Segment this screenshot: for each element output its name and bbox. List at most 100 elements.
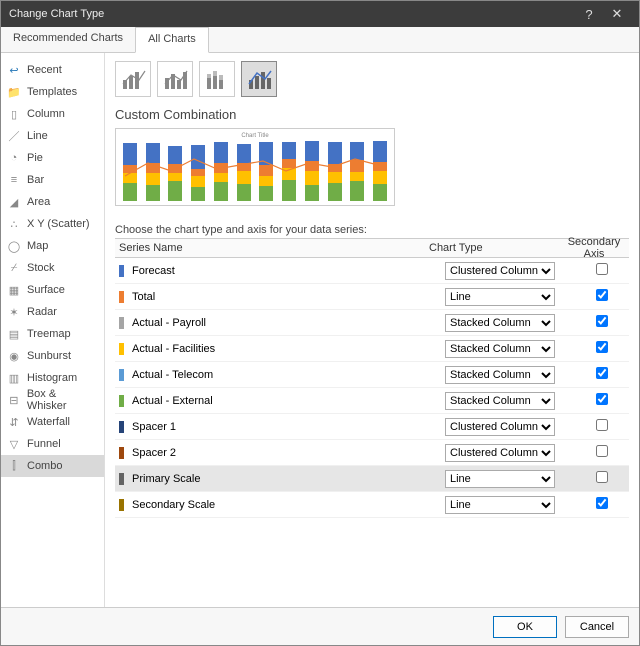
series-row[interactable]: ForecastClustered ColumnStacked ColumnLi…: [115, 258, 629, 284]
window-title: Change Chart Type: [9, 8, 104, 20]
sidebar-item-combo[interactable]: ⫿Combo: [1, 455, 104, 477]
chart-preview-title: Chart Title: [120, 133, 390, 139]
series-name: Actual - Facilities: [132, 343, 445, 355]
sidebar-icon: ◉: [7, 349, 21, 363]
series-row[interactable]: Secondary ScaleClustered ColumnStacked C…: [115, 492, 629, 518]
secondary-axis-checkbox[interactable]: [596, 341, 608, 353]
sidebar-icon: ≡: [7, 173, 21, 187]
tab-all-charts[interactable]: All Charts: [135, 27, 209, 53]
chart-category-sidebar: ↩Recent📁Templates ▯ Column ／Line◔Pie≡Bar ◢ Ar…: [1, 53, 105, 607]
sidebar-item-line[interactable]: ／Line: [1, 125, 104, 147]
sidebar-item-waterfall[interactable]: ⇵Waterfall: [1, 411, 104, 433]
series-row[interactable]: Actual - TelecomClustered ColumnStacked …: [115, 362, 629, 388]
sidebar-item-surface[interactable]: ▦ Surface: [1, 279, 104, 301]
sidebar-label: Histogram: [27, 372, 77, 384]
sidebar-item-stock[interactable]: ⌿ Stock: [1, 257, 104, 279]
sidebar-label: Recent: [27, 64, 62, 76]
combo-variant-3[interactable]: [199, 61, 235, 97]
series-color-swatch: [119, 421, 124, 433]
chart-type-select[interactable]: Clustered ColumnStacked ColumnLineAreaSc…: [445, 392, 555, 410]
sidebar-label: Column: [27, 108, 65, 120]
sidebar-item-bar[interactable]: ≡Bar: [1, 169, 104, 191]
secondary-axis-checkbox[interactable]: [596, 315, 608, 327]
chart-type-select[interactable]: Clustered ColumnStacked ColumnLineAreaSc…: [445, 366, 555, 384]
secondary-axis-checkbox[interactable]: [596, 471, 608, 483]
series-row[interactable]: Actual - FacilitiesClustered ColumnStack…: [115, 336, 629, 362]
chart-type-select[interactable]: Clustered ColumnStacked ColumnLineAreaSc…: [445, 496, 555, 514]
sidebar-icon: ◯: [7, 239, 21, 253]
sidebar-item-recent[interactable]: ↩Recent: [1, 59, 104, 81]
sidebar-label: Line: [27, 130, 48, 142]
series-row[interactable]: Actual - ExternalClustered ColumnStacked…: [115, 388, 629, 414]
sidebar-item-treemap[interactable]: ▤ Treemap: [1, 323, 104, 345]
sidebar-item-map[interactable]: ◯Map: [1, 235, 104, 257]
cancel-button[interactable]: Cancel: [565, 616, 629, 638]
close-icon[interactable]: ✕: [603, 6, 631, 22]
header-chart-type: Chart Type: [429, 242, 559, 254]
sidebar-icon: ▤: [7, 327, 21, 341]
sidebar-item-radar[interactable]: ✶Radar: [1, 301, 104, 323]
sidebar-item-area[interactable]: ◢ Area: [1, 191, 104, 213]
sidebar-item-templates[interactable]: 📁Templates: [1, 81, 104, 103]
sidebar-item-funnel[interactable]: ▽Funnel: [1, 433, 104, 455]
secondary-axis-checkbox[interactable]: [596, 289, 608, 301]
sidebar-icon: ◢: [7, 195, 21, 209]
combo-variant-4-selected[interactable]: [241, 61, 277, 97]
sidebar-icon: 📁: [7, 85, 21, 99]
sidebar-label: Surface: [27, 284, 65, 296]
secondary-axis-checkbox[interactable]: [596, 497, 608, 509]
combo-variant-row: [115, 61, 629, 97]
sidebar-item-pie[interactable]: ◔Pie: [1, 147, 104, 169]
series-row[interactable]: Primary ScaleClustered ColumnStacked Col…: [115, 466, 629, 492]
series-instruction: Choose the chart type and axis for your …: [115, 224, 629, 236]
sidebar-label: Box & Whisker: [27, 388, 98, 412]
sidebar-label: X Y (Scatter): [27, 218, 90, 230]
series-row[interactable]: TotalClustered ColumnStacked ColumnLineA…: [115, 284, 629, 310]
sidebar-label: Pie: [27, 152, 43, 164]
combo-title: Custom Combination: [115, 107, 629, 122]
sidebar-item-box-whisker[interactable]: ⊟Box & Whisker: [1, 389, 104, 411]
series-row[interactable]: Spacer 1Clustered ColumnStacked ColumnLi…: [115, 414, 629, 440]
tab-bar: Recommended Charts All Charts: [1, 27, 639, 53]
sidebar-icon: ⇵: [7, 415, 21, 429]
combo-variant-1[interactable]: [115, 61, 151, 97]
secondary-axis-checkbox[interactable]: [596, 393, 608, 405]
sidebar-item-x-y-scatter-[interactable]: ∴X Y (Scatter): [1, 213, 104, 235]
secondary-axis-checkbox[interactable]: [596, 367, 608, 379]
sidebar-label: Funnel: [27, 438, 61, 450]
series-grid-header: Series Name Chart Type Secondary Axis: [115, 238, 629, 258]
secondary-axis-checkbox[interactable]: [596, 263, 608, 275]
sidebar-label: Area: [27, 196, 50, 208]
main-panel: Custom Combination Chart Title Choose th…: [105, 53, 639, 607]
chart-type-select[interactable]: Clustered ColumnStacked ColumnLineAreaSc…: [445, 288, 555, 306]
chart-type-select[interactable]: Clustered ColumnStacked ColumnLineAreaSc…: [445, 470, 555, 488]
sidebar-icon: ▦: [7, 283, 21, 297]
chart-preview[interactable]: Chart Title: [115, 128, 395, 206]
sidebar-icon: ✶: [7, 305, 21, 319]
chart-type-select[interactable]: Clustered ColumnStacked ColumnLineAreaSc…: [445, 418, 555, 436]
sidebar-item-column[interactable]: ▯ Column: [1, 103, 104, 125]
secondary-axis-checkbox[interactable]: [596, 419, 608, 431]
secondary-axis-checkbox[interactable]: [596, 445, 608, 457]
chart-type-select[interactable]: Clustered ColumnStacked ColumnLineAreaSc…: [445, 262, 555, 280]
sidebar-icon: ▯: [7, 107, 21, 121]
sidebar-icon: ⌿: [7, 261, 21, 275]
sidebar-item-histogram[interactable]: ▥Histogram: [1, 367, 104, 389]
sidebar-label: Treemap: [27, 328, 71, 340]
sidebar-label: Stock: [27, 262, 55, 274]
sidebar-label: Combo: [27, 460, 62, 472]
combo-variant-2[interactable]: [157, 61, 193, 97]
chart-type-select[interactable]: Clustered ColumnStacked ColumnLineAreaSc…: [445, 314, 555, 332]
ok-button[interactable]: OK: [493, 616, 557, 638]
chart-type-select[interactable]: Clustered ColumnStacked ColumnLineAreaSc…: [445, 340, 555, 358]
series-row[interactable]: Spacer 2Clustered ColumnStacked ColumnLi…: [115, 440, 629, 466]
tab-recommended[interactable]: Recommended Charts: [1, 27, 135, 52]
chart-type-select[interactable]: Clustered ColumnStacked ColumnLineAreaSc…: [445, 444, 555, 462]
series-row[interactable]: Actual - PayrollClustered ColumnStacked …: [115, 310, 629, 336]
series-color-swatch: [119, 317, 124, 329]
series-color-swatch: [119, 473, 124, 485]
help-icon[interactable]: ?: [575, 7, 603, 22]
series-name: Secondary Scale: [132, 499, 445, 511]
series-name: Actual - Telecom: [132, 369, 445, 381]
sidebar-item-sunburst[interactable]: ◉Sunburst: [1, 345, 104, 367]
